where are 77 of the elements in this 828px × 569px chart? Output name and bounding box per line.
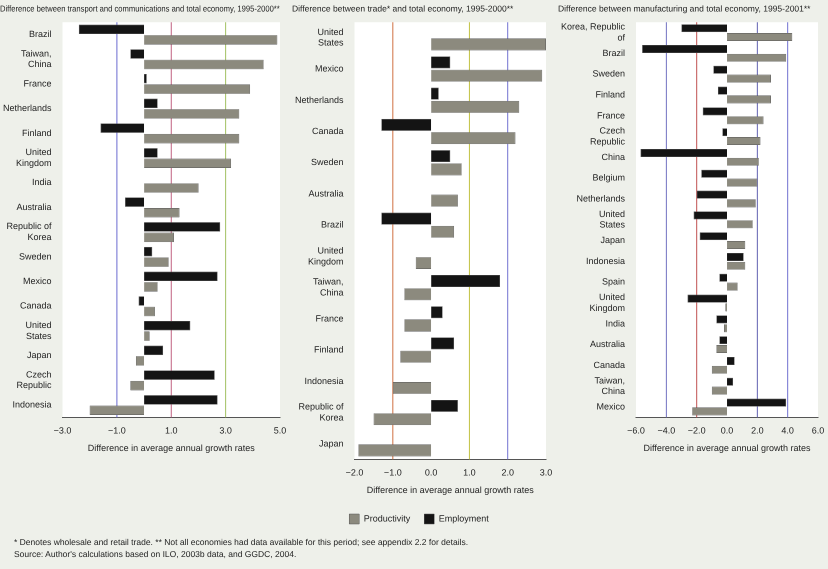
y-tick-label: United States xyxy=(318,26,344,48)
x-tick-label: −1.0 xyxy=(108,425,126,436)
chart-title: Difference between manufacturing and total economy, 1995-2001** xyxy=(558,3,812,14)
x-tick-label: 4.0 xyxy=(781,425,794,436)
y-tick-label: Japan xyxy=(600,235,626,246)
y-tick-label: Japan xyxy=(27,350,52,360)
y-tick-label: Indonesia xyxy=(12,400,52,410)
y-tick-label: United Kingdom xyxy=(308,246,344,266)
x-tick-label: −1.0 xyxy=(384,467,402,478)
x-tick-label: −3.0 xyxy=(54,425,72,436)
y-tick-label: Indonesia xyxy=(304,376,344,386)
x-tick-label: −6.0 xyxy=(627,425,645,436)
legend-label: Employment xyxy=(438,513,490,524)
chart-title: Difference between transport and communications and total economy, 1995-2000** xyxy=(0,4,281,14)
y-tick-label: Australia xyxy=(590,339,626,350)
x-tick-label: 1.0 xyxy=(463,467,476,478)
y-tick-label: United States xyxy=(599,208,626,230)
x-tick-label: 2.0 xyxy=(751,425,764,436)
y-tick-label: France xyxy=(316,313,344,324)
y-tick-label: Australia xyxy=(308,188,344,198)
y-tick-label: Canada xyxy=(594,360,626,370)
x-tick-label: 3.0 xyxy=(219,425,232,436)
x-tick-label: 3.0 xyxy=(540,467,552,478)
y-tick-label: Taiwan, China xyxy=(594,375,626,396)
y-tick-label: Australia xyxy=(16,202,52,212)
source-note: Source: Author's calculations based on ILO, 2003b data, and GGDC, 2004. xyxy=(14,548,298,560)
x-axis-title: Difference in average annual growth rates xyxy=(644,443,811,454)
y-tick-label: United Kingdom xyxy=(590,292,626,313)
legend-label: Productivity xyxy=(364,513,411,524)
y-tick-label: Brazil xyxy=(29,29,52,40)
y-tick-label: Finland xyxy=(314,344,344,355)
y-tick-label: Republic of Korea xyxy=(6,221,52,242)
y-tick-label: Mexico xyxy=(596,401,626,412)
x-tick-label: 1.0 xyxy=(165,425,178,436)
y-tick-label: Taiwan, China xyxy=(21,48,52,70)
y-tick-label: France xyxy=(597,110,626,120)
x-tick-label: 2.0 xyxy=(501,467,514,478)
x-tick-label: 0.0 xyxy=(720,425,734,436)
y-tick-label: France xyxy=(24,78,52,88)
y-tick-label: Canada xyxy=(312,126,344,136)
y-tick-label: Czech Republic xyxy=(16,369,52,390)
y-tick-label: India xyxy=(32,177,52,188)
x-axis-title: Difference in average annual growth rates xyxy=(88,443,256,454)
y-tick-label: Finland xyxy=(596,89,626,100)
y-tick-label: Mexico xyxy=(23,276,52,286)
y-tick-label: India xyxy=(606,318,626,328)
y-tick-label: Netherlands xyxy=(3,103,52,114)
x-tick-label: 0.0 xyxy=(424,467,438,478)
y-tick-label: Netherlands xyxy=(295,94,344,105)
y-tick-label: United Kingdom xyxy=(16,147,52,168)
y-tick-label: Belgium xyxy=(592,172,626,183)
y-tick-label: Mexico xyxy=(315,64,344,74)
x-tick-label: −2.0 xyxy=(688,425,706,436)
y-tick-label: Indonesia xyxy=(586,256,626,266)
y-tick-label: Canada xyxy=(20,300,52,311)
chart-title: Difference between trade* and total economy, 1995-2000** xyxy=(292,3,514,14)
y-tick-label: China xyxy=(602,152,626,162)
y-tick-label: Sweden xyxy=(592,68,626,79)
x-tick-label: −4.0 xyxy=(657,425,676,436)
y-tick-label: Sweden xyxy=(311,157,344,168)
y-tick-label: Brazil xyxy=(602,48,626,58)
y-tick-label: Netherlands xyxy=(576,193,626,204)
x-tick-label: 6.0 xyxy=(812,425,824,436)
x-tick-label: 5.0 xyxy=(274,425,286,436)
text: * Denotes wholesale and retail trade. ** Not all economies had data available for this period; see appendix 2.2 for details. xyxy=(14,536,468,548)
y-tick-label: Republic of Korea xyxy=(298,402,344,422)
y-tick-label: United States xyxy=(26,320,52,341)
y-tick-label: Korea, Republic of xyxy=(560,22,626,42)
x-axis-title: Difference in average annual growth rates xyxy=(366,485,534,496)
x-tick-label: −2.0 xyxy=(346,467,364,478)
y-tick-label: Japan xyxy=(319,438,344,448)
y-tick-label: Czech Republic xyxy=(590,126,626,146)
y-tick-label: Brazil xyxy=(321,220,344,230)
y-tick-label: Taiwan, China xyxy=(313,276,344,298)
y-tick-label: Finland xyxy=(22,128,52,138)
y-tick-label: Spain xyxy=(602,276,626,287)
y-tick-label: Sweden xyxy=(19,251,52,262)
